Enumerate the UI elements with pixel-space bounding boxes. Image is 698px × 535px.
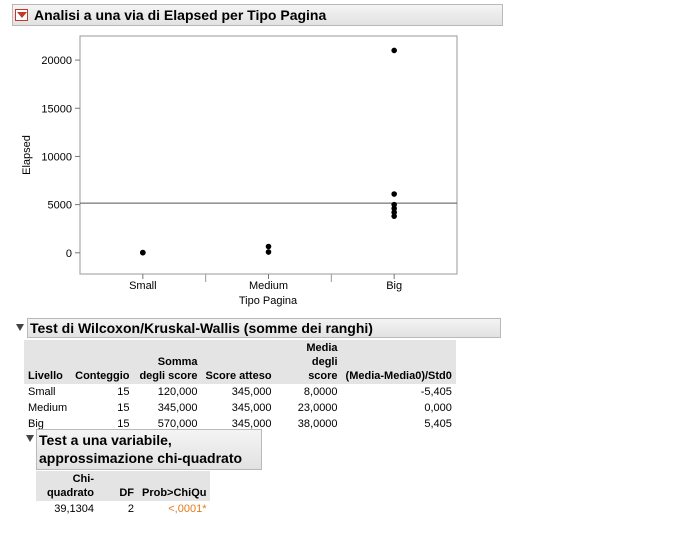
cell-media: 8,0000: [303, 386, 338, 398]
wilcoxon-table: Livello Conteggio Somma degli score Scor…: [24, 340, 456, 432]
cell-prob: <,0001*: [168, 503, 207, 515]
cell-conteggio: 15: [117, 402, 130, 414]
col-header-df: DF: [98, 471, 138, 501]
cell-media: 23,0000: [297, 402, 338, 414]
y-tick-label: 15000: [41, 103, 72, 115]
col-header-prob: Prob>ChiQu: [138, 471, 211, 501]
cell-livello: Big: [28, 418, 44, 430]
table-row: Medium 15 345,000 345,000 23,0000 0,000: [24, 400, 456, 416]
data-point: [140, 249, 146, 256]
cell-atteso: 345,000: [231, 418, 272, 430]
x-tick-label: Small: [129, 280, 157, 292]
col-header-somma: Somma degli score: [133, 340, 202, 384]
data-point: [391, 201, 397, 208]
cell-livello: Small: [28, 386, 56, 398]
col-header-conteggio: Conteggio: [71, 340, 134, 384]
disclosure-icon[interactable]: [26, 435, 34, 442]
oneway-analysis-title: Analisi a una via di Elapsed per Tipo Pa…: [34, 7, 327, 23]
wilcoxon-outline-header[interactable]: Test di Wilcoxon/Kruskal-Wallis (somme d…: [27, 318, 501, 338]
data-point: [265, 243, 272, 250]
col-header-media: Media degli score: [275, 340, 342, 384]
col-header-livello: Livello: [24, 340, 72, 384]
cell-z: -5,405: [420, 386, 452, 398]
x-tick-label: Big: [386, 280, 402, 292]
data-points: [140, 47, 397, 256]
cell-media: 38,0000: [297, 418, 338, 430]
x-axis: Small Medium Big: [129, 274, 402, 292]
oneway-scatter-chart: 0 5000 10000 15000 20000 Small Medium Big Elap…: [21, 35, 458, 307]
table-row: Big 15 570,000 345,000 38,0000 5,405: [24, 416, 456, 432]
cell-atteso: 345,000: [231, 402, 272, 414]
cell-conteggio: 15: [117, 386, 130, 398]
data-point: [391, 191, 397, 197]
cell-livello: Medium: [28, 402, 68, 414]
y-tick-label: 5000: [48, 200, 72, 212]
disclosure-icon[interactable]: [16, 324, 24, 331]
y-axis-label: Elapsed: [21, 135, 33, 175]
y-axis: 0 5000 10000 15000 20000: [41, 55, 80, 260]
cell-somma: 120,000: [157, 386, 198, 398]
x-tick-label: Medium: [249, 280, 288, 292]
cell-atteso: 345,000: [231, 386, 272, 398]
cell-somma: 570,000: [157, 418, 198, 430]
y-tick-label: 10000: [41, 151, 72, 163]
data-point: [391, 47, 397, 54]
col-header-chi: Chi-quadrato: [36, 471, 98, 501]
col-header-atteso: Score atteso: [201, 340, 276, 384]
cell-chi: 39,1304: [54, 503, 94, 515]
data-point: [391, 213, 397, 219]
chi-square-title: Test a una variabile, approssimazione ch…: [39, 432, 243, 466]
plot-frame: [79, 35, 458, 275]
table-row: Small 15 120,000 345,000 8,0000 -5,405: [24, 384, 456, 400]
chi-square-table: Chi-quadrato DF Prob>ChiQu 39,1304 2 <,0…: [36, 471, 211, 517]
col-header-z: (Media-Media0)/Std0: [341, 340, 456, 384]
y-tick-label: 0: [66, 248, 72, 260]
chi-square-outline-header[interactable]: Test a una variabile, approssimazione ch…: [36, 429, 262, 470]
cell-conteggio: 15: [117, 418, 130, 430]
cell-z: 5,405: [424, 418, 452, 430]
data-point: [391, 205, 397, 212]
wilcoxon-title: Test di Wilcoxon/Kruskal-Wallis (somme d…: [30, 320, 373, 336]
cell-df: 2: [127, 503, 134, 515]
data-point: [265, 249, 272, 255]
x-axis-label: Tipo Pagina: [239, 295, 298, 307]
table-row: 39,1304 2 <,0001*: [36, 501, 210, 517]
cell-somma: 345,000: [157, 402, 198, 414]
data-point: [391, 209, 397, 216]
y-tick-label: 20000: [41, 55, 72, 67]
red-triangle-menu-icon[interactable]: [15, 9, 28, 21]
cell-z: 0,000: [424, 402, 452, 414]
oneway-analysis-header[interactable]: Analisi a una via di Elapsed per Tipo Pa…: [12, 4, 503, 26]
